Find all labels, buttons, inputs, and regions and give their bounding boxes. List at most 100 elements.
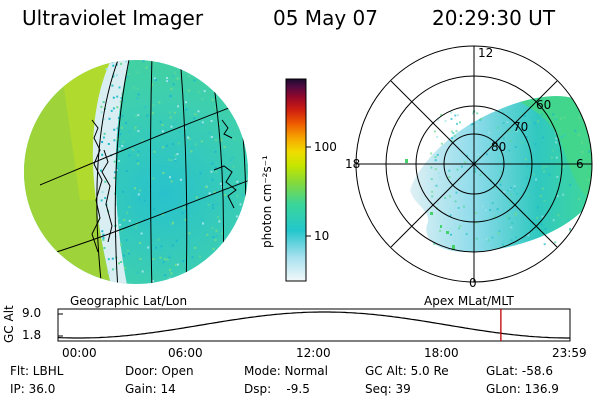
speckle: [207, 203, 210, 206]
speckle: [217, 215, 219, 218]
speckle: [559, 117, 562, 120]
speckle: [463, 205, 465, 208]
speckle: [434, 168, 437, 171]
speckle: [461, 194, 464, 197]
mlt-spokes: [356, 46, 592, 282]
speckle: [477, 153, 480, 156]
speckle: [208, 132, 211, 134]
speckle: [500, 170, 503, 173]
gain-info: Gain: 14: [125, 382, 176, 396]
speckle: [449, 214, 452, 217]
speckle: [555, 141, 558, 144]
speckle: [444, 197, 447, 199]
speckle: [104, 180, 107, 183]
door-info: Door: Open: [125, 364, 194, 378]
speckle: [145, 66, 148, 69]
speckle: [123, 254, 125, 257]
speckle: [102, 236, 105, 239]
speckle: [562, 165, 565, 168]
speckle: [241, 240, 244, 243]
speckle: [503, 191, 505, 193]
speckle: [436, 153, 439, 156]
speckle: [444, 120, 447, 123]
speckle: [170, 159, 173, 162]
speckle: [152, 177, 155, 180]
speckle: [199, 224, 202, 227]
speckle: [102, 118, 105, 121]
speckle: [158, 61, 161, 64]
speckle: [476, 112, 479, 115]
speckle: [526, 165, 529, 168]
speckle: [212, 236, 215, 238]
speckle: [195, 196, 198, 199]
speckle: [136, 87, 139, 90]
speckle: [235, 83, 237, 86]
speckle: [202, 219, 205, 222]
speckle: [555, 137, 558, 140]
speckle: [191, 146, 194, 149]
speckle: [128, 252, 130, 255]
speckle: [169, 254, 172, 257]
speckle: [175, 202, 178, 205]
speckle: [229, 159, 232, 162]
speckle: [237, 103, 240, 106]
speckle: [201, 269, 204, 272]
speckle: [154, 246, 157, 249]
speckle: [214, 107, 217, 109]
speckle: [220, 90, 222, 93]
speckle: [242, 60, 245, 63]
speckle: [500, 180, 503, 183]
colorbar-tick-100: 100: [314, 140, 337, 154]
speckle: [532, 124, 535, 127]
speckle: [143, 218, 146, 221]
speckle: [436, 136, 439, 138]
speckle: [240, 225, 242, 228]
speckle: [170, 180, 173, 183]
speckle: [200, 276, 203, 279]
speckle: [194, 113, 197, 116]
speckle: [126, 75, 129, 78]
speckle: [588, 236, 591, 239]
speckle: [133, 86, 135, 89]
speckle: [120, 62, 123, 65]
speckle: [509, 140, 512, 142]
speckle: [168, 256, 171, 259]
speckle: [141, 139, 144, 142]
speckle: [230, 207, 233, 210]
speckle: [543, 118, 546, 121]
speckle: [528, 121, 531, 124]
speckle: [506, 217, 509, 220]
speckle: [509, 200, 512, 203]
speckle: [437, 118, 440, 121]
speckle: [515, 212, 518, 215]
speckle: [139, 242, 142, 244]
speckle: [243, 133, 246, 136]
speckle: [172, 74, 175, 77]
speckle: [585, 225, 588, 228]
speckle: [556, 195, 559, 198]
speckle: [463, 177, 466, 180]
speckle: [244, 197, 247, 200]
speckle: [525, 176, 528, 179]
left-panel-caption: Geographic Lat/Lon: [70, 294, 188, 308]
speckle: [502, 122, 505, 124]
speckle: [228, 264, 231, 267]
speckle: [578, 161, 581, 164]
speckle: [439, 229, 442, 232]
speckle: [555, 156, 558, 159]
speckle: [161, 130, 164, 133]
speckle: [508, 129, 511, 132]
speckle: [176, 77, 179, 80]
speckle: [111, 61, 114, 64]
speckle: [153, 150, 156, 153]
speckle: [100, 280, 103, 283]
speckle: [116, 106, 119, 109]
orbit-ytick-low: 1.8: [22, 328, 42, 342]
speckle: [172, 221, 174, 224]
speckle: [199, 218, 202, 221]
speckle: [232, 165, 235, 168]
speckle: [212, 263, 215, 266]
speckle: [569, 228, 572, 230]
speckle: [484, 209, 487, 212]
speckle: [205, 280, 208, 283]
